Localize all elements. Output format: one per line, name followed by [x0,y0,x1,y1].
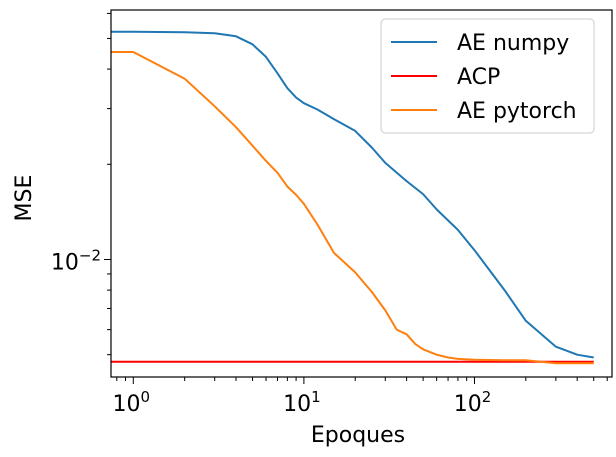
axis-tick-labels: 100 101 102 10−2 [51,246,491,417]
plot-lines [111,30,594,365]
legend: AE numpy ACP AE pytorch [380,18,595,134]
axis-ticks [104,12,608,384]
series-line-2 [111,51,594,365]
x-tick-label: 100 [113,388,151,417]
axes-frame [110,9,613,378]
legend-label-1: ACP [457,65,500,90]
x-tick-label: 101 [283,388,321,417]
legend-box [380,18,595,134]
x-axis-label: Epoques [311,423,405,448]
series-line-0 [111,30,594,359]
x-tick-label: 102 [454,388,492,417]
y-axis-label: MSE [12,175,37,222]
legend-label-0: AE numpy [457,31,569,56]
legend-label-2: AE pytorch [457,99,577,124]
y-tick-label: 10−2 [51,246,101,275]
